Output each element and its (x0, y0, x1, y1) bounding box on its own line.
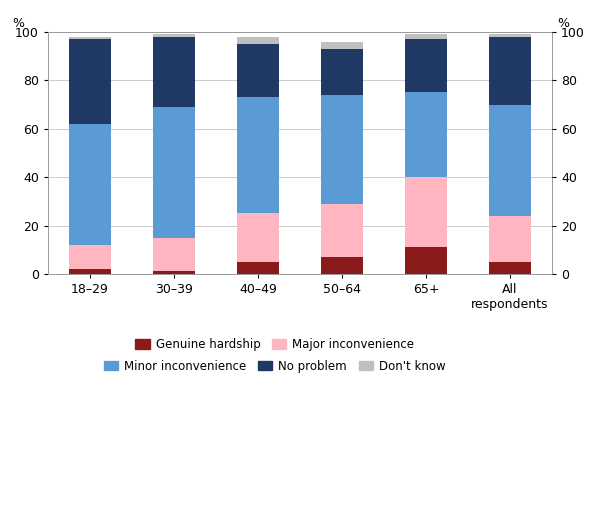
Bar (405, 248, 447, 274)
Bar (153, 107, 195, 238)
Bar (321, 257, 363, 274)
Bar (489, 34, 531, 37)
Bar (489, 262, 531, 274)
Bar (405, 92, 447, 177)
Bar (321, 42, 363, 49)
Bar (237, 44, 279, 98)
Legend: Minor inconvenience, No problem, Don't know: Minor inconvenience, No problem, Don't k… (100, 355, 450, 377)
Text: %: % (13, 17, 25, 30)
Bar (153, 271, 195, 274)
Bar (69, 245, 111, 269)
Bar (405, 177, 447, 248)
Bar (321, 49, 363, 95)
Bar (69, 37, 111, 39)
Bar (405, 34, 447, 39)
Bar (69, 39, 111, 124)
Bar (237, 262, 279, 274)
Bar (321, 95, 363, 204)
Bar (237, 213, 279, 262)
Bar (153, 37, 195, 107)
Bar (489, 104, 531, 216)
Bar (237, 37, 279, 44)
Bar (237, 98, 279, 213)
Bar (321, 204, 363, 257)
Bar (489, 37, 531, 104)
Text: %: % (557, 17, 569, 30)
Bar (69, 124, 111, 245)
Bar (153, 238, 195, 271)
Bar (489, 216, 531, 262)
Bar (69, 269, 111, 274)
Bar (153, 34, 195, 37)
Bar (405, 39, 447, 92)
